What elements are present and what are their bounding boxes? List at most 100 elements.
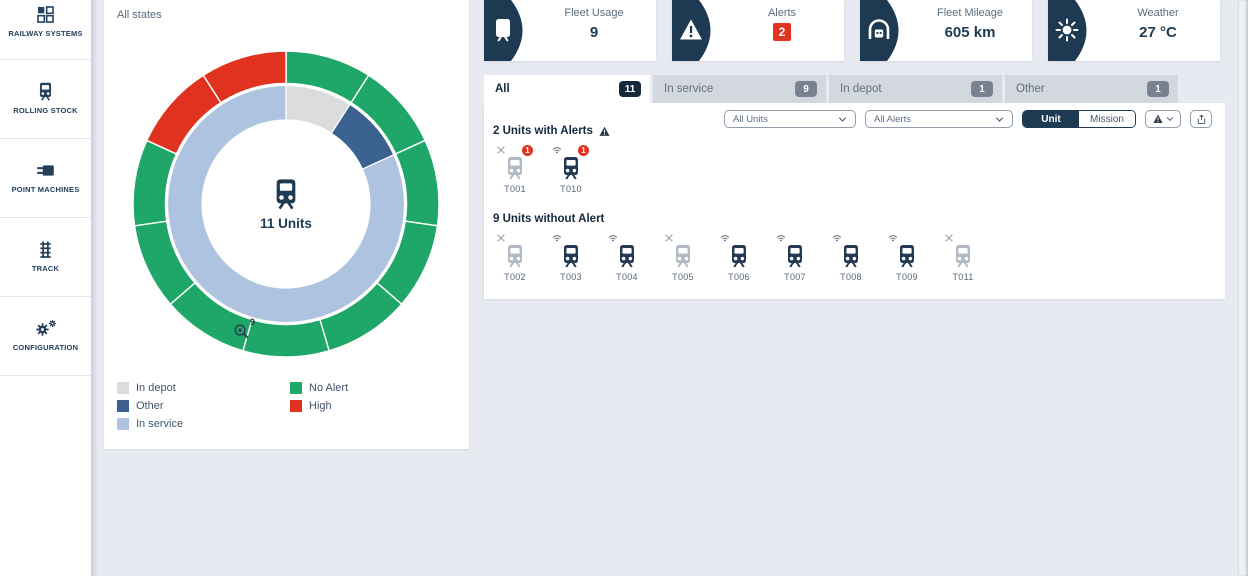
- train-icon: [783, 244, 807, 268]
- unit-id: T011: [952, 272, 974, 282]
- legend-label: High: [309, 400, 332, 412]
- unit-id: T002: [504, 272, 526, 282]
- units-with-alerts-row: 1 T001 1 T010: [493, 144, 593, 194]
- legend-item-in-depot: In depot: [117, 379, 183, 397]
- legend-swatch: [117, 400, 129, 412]
- alerts-count-badge: 2: [772, 23, 792, 41]
- sidebar-item-label: ROLLING STOCK: [13, 106, 78, 115]
- segment-zoom-control[interactable]: 9: [233, 317, 267, 343]
- units-panel: All Units All Alerts Unit Mission 2 Unit…: [484, 103, 1225, 299]
- tab-all[interactable]: All 11: [484, 75, 650, 103]
- unit-tile-t007[interactable]: T007: [773, 233, 817, 282]
- tunnel-icon: [867, 18, 891, 42]
- tab-count-badge: 11: [619, 81, 641, 97]
- unit-tile-t008[interactable]: T008: [829, 233, 873, 282]
- alert-count-badge: 1: [577, 144, 590, 157]
- unit-tile-t009[interactable]: T009: [885, 233, 929, 282]
- kpi-card-fleet-usage[interactable]: Fleet Usage 9: [484, 0, 656, 61]
- unit-tile-t001[interactable]: 1 T001: [493, 144, 537, 194]
- warning-icon: [599, 126, 610, 137]
- units-without-alert-row: T002 T003 T004 T005 T006: [493, 233, 985, 282]
- filter-toolbar: All Units All Alerts Unit Mission: [724, 110, 1212, 128]
- export-button[interactable]: [1190, 110, 1212, 128]
- sort-by-alert-button[interactable]: [1145, 110, 1181, 128]
- export-icon: [1196, 114, 1207, 125]
- unit-id: T004: [616, 272, 638, 282]
- train-icon: [503, 244, 527, 268]
- train-icon: [671, 244, 695, 268]
- unit-id: T006: [728, 272, 750, 282]
- kpi-value: 27 °C: [1139, 24, 1177, 41]
- unit-id: T001: [504, 184, 526, 194]
- toggle-option-unit[interactable]: Unit: [1023, 111, 1079, 127]
- unit-tile-t004[interactable]: T004: [605, 233, 649, 282]
- sidebar-divider: [91, 0, 98, 576]
- alert-count-badge: 1: [521, 144, 534, 157]
- sidebar-item-track[interactable]: TRACK: [0, 218, 91, 297]
- sidebar-item-point-machines[interactable]: POINT MACHINES: [0, 139, 91, 218]
- alerts-filter-dropdown[interactable]: All Alerts: [865, 110, 1013, 128]
- legend-swatch: [117, 382, 129, 394]
- wifi-signal-icon: [552, 233, 562, 243]
- unit-tile-t006[interactable]: T006: [717, 233, 761, 282]
- unit-tile-t003[interactable]: T003: [549, 233, 593, 282]
- vertical-scrollbar[interactable]: [1238, 0, 1248, 576]
- sidebar-item-rolling-stock[interactable]: ROLLING STOCK: [0, 60, 91, 139]
- unit-id: T009: [896, 272, 918, 282]
- kpi-card-alerts[interactable]: Alerts 2: [672, 0, 844, 61]
- warning-icon: [1153, 114, 1163, 124]
- train-icon: [727, 244, 751, 268]
- legend-label: In service: [136, 418, 184, 430]
- kpi-card-weather[interactable]: Weather 27 °C: [1048, 0, 1220, 61]
- train-icon: [491, 18, 515, 42]
- sidebar-item-label: RAILWAY SYSTEMS: [8, 29, 83, 38]
- tab-in-service[interactable]: In service 9: [653, 75, 826, 103]
- wifi-signal-icon: [608, 233, 618, 243]
- fleet-states-chart-card: All states 11 Units 9 In depot Other: [104, 0, 469, 449]
- train-icon: [615, 244, 639, 268]
- kpi-title: Alerts: [767, 7, 797, 19]
- units-filter-dropdown[interactable]: All Units: [724, 110, 856, 128]
- warning-icon: [679, 18, 703, 42]
- unit-id: T007: [784, 272, 806, 282]
- tab-in-depot[interactable]: In depot 1: [829, 75, 1002, 103]
- train-icon: [36, 82, 55, 101]
- point-machine-icon: [36, 161, 55, 180]
- unit-tile-t010[interactable]: 1 T010: [549, 144, 593, 194]
- legend-item-in-service: In service: [117, 415, 183, 433]
- fleet-donut-chart[interactable]: 11 Units 9: [121, 39, 451, 369]
- train-icon: [895, 244, 919, 268]
- sidebar: RAILWAY SYSTEMS ROLLING STOCK POINT MACH…: [0, 0, 91, 576]
- toggle-option-mission[interactable]: Mission: [1079, 111, 1135, 127]
- wifi-signal-icon: [720, 233, 730, 243]
- legend-label: Other: [136, 400, 164, 412]
- legend-item-other: Other: [117, 397, 183, 415]
- chevron-down-icon: [995, 115, 1004, 124]
- track-icon: [36, 240, 55, 259]
- donut-chart-svg[interactable]: [121, 39, 451, 369]
- tab-count-badge: 9: [795, 81, 817, 97]
- zoom-segment-count: 9: [250, 317, 256, 327]
- legend-swatch: [290, 400, 302, 412]
- tab-count-badge: 1: [971, 81, 993, 97]
- train-icon: [503, 156, 527, 180]
- kpi-card-fleet-mileage[interactable]: Fleet Mileage 605 km: [860, 0, 1032, 61]
- sidebar-item-railway-systems[interactable]: RAILWAY SYSTEMS: [0, 0, 91, 60]
- unit-filter-tabs: All 11 In service 9 In depot 1 Other 1: [484, 75, 1178, 103]
- wifi-signal-icon: [832, 233, 842, 243]
- kpi-title: Fleet Mileage: [936, 7, 1004, 19]
- units-with-alerts-heading: 2 Units with Alerts: [493, 125, 610, 137]
- sidebar-item-configuration[interactable]: CONFIGURATION: [0, 297, 91, 376]
- sidebar-item-label: CONFIGURATION: [12, 343, 79, 352]
- disconnected-x-icon: [664, 233, 674, 243]
- unit-tile-t002[interactable]: T002: [493, 233, 537, 282]
- sidebar-item-label: TRACK: [31, 264, 60, 273]
- tab-other[interactable]: Other 1: [1005, 75, 1178, 103]
- unit-id: T003: [560, 272, 582, 282]
- unit-id: T005: [672, 272, 694, 282]
- unit-tile-t005[interactable]: T005: [661, 233, 705, 282]
- unit-tile-t011[interactable]: T011: [941, 233, 985, 282]
- wifi-signal-icon: [888, 233, 898, 243]
- unit-id: T008: [840, 272, 862, 282]
